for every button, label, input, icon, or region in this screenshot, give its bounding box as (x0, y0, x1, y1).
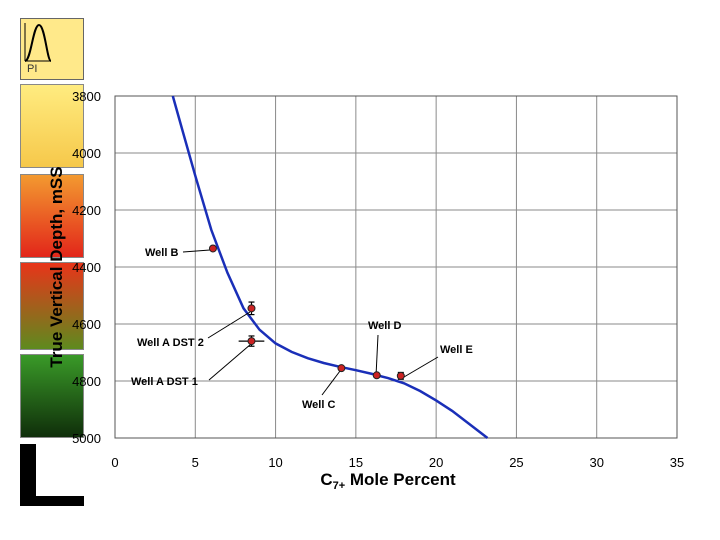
x-tick-labels: 0 5 10 15 20 25 30 35 (111, 455, 684, 470)
x-tick-label-5: 25 (509, 455, 523, 470)
x-axis-label: C7+ Mole Percent (320, 470, 456, 492)
leader-line-2 (208, 343, 252, 381)
x-tick-label-4: 20 (429, 455, 443, 470)
color-bar-orange (20, 174, 84, 258)
x-tick-label-2: 10 (268, 455, 282, 470)
trend-curve (171, 95, 489, 439)
annotation-leaders (182, 249, 439, 396)
leader-line-4 (375, 334, 379, 377)
color-bar-yellow (20, 84, 84, 168)
point-label-3: Well C (302, 399, 335, 411)
data-point-3 (337, 364, 346, 373)
y-axis-label: True Vertical Depth, mSS (47, 166, 66, 367)
trend-curve-line (171, 95, 489, 439)
plot-frame (114, 95, 678, 439)
x-tick-label-7: 35 (670, 455, 684, 470)
point-label-2: Well A DST 1 (131, 376, 198, 388)
color-bar-black-notch (36, 444, 84, 496)
color-bar-green (20, 354, 84, 438)
color-bar-red-green (20, 262, 84, 350)
leader-line-1 (207, 311, 251, 339)
leader-line-0 (182, 249, 211, 253)
point-label-0: Well B (145, 247, 178, 259)
grid-lines (114, 95, 678, 439)
point-label-1: Well A DST 2 (137, 337, 204, 349)
y-tick-label-3: 4400 (72, 260, 101, 275)
leader-line-5 (403, 356, 439, 378)
data-point-5 (396, 371, 405, 380)
y-tick-label-6: 5000 (72, 431, 101, 446)
y-tick-label-4: 4600 (72, 317, 101, 332)
leader-line-3 (321, 370, 341, 396)
sidebar-decoration: PI (0, 0, 84, 540)
y-tick-label-0: 3800 (72, 89, 101, 104)
logo-box: PI (20, 18, 84, 80)
y-tick-label-2: 4200 (72, 203, 101, 218)
data-points (208, 244, 405, 380)
bell-curve-icon (24, 23, 52, 62)
point-label-5: Well E (440, 344, 473, 356)
y-tick-label-1: 4000 (72, 146, 101, 161)
logo-text: PI (27, 63, 38, 75)
y-tick-label-5: 4800 (72, 374, 101, 389)
axes (114, 95, 678, 439)
x-tick-label-6: 30 (589, 455, 603, 470)
data-point-0 (208, 244, 217, 253)
x-tick-label-0: 0 (111, 455, 118, 470)
x-tick-label-3: 15 (349, 455, 363, 470)
data-point-4 (372, 371, 381, 380)
x-tick-label-1: 5 (192, 455, 199, 470)
y-tick-labels: 3800 4000 4200 4400 4600 4800 5000 (72, 89, 101, 446)
point-label-4: Well D (368, 320, 401, 332)
data-point-1 (247, 304, 256, 313)
annotation-labels: Well B Well A DST 2 Well A DST 1 Well C Well… (131, 247, 473, 411)
data-point-2 (247, 337, 256, 346)
